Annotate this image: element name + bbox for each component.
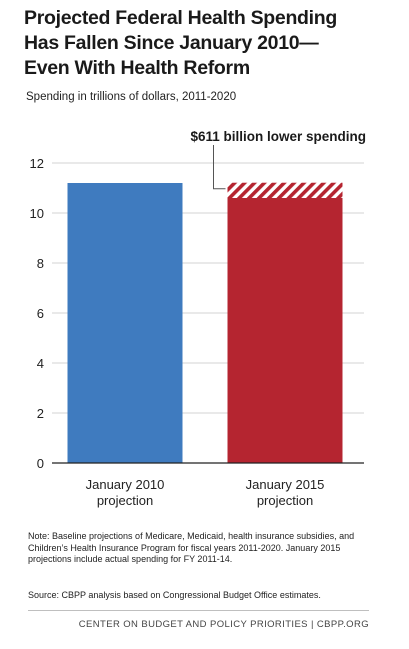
y-tick-label: 10 xyxy=(30,206,44,221)
bar xyxy=(227,198,343,463)
chart-source: Source: CBPP analysis based on Congressi… xyxy=(28,590,321,600)
title-line: Projected Federal Health Spending xyxy=(24,7,338,29)
y-tick-label: 4 xyxy=(37,356,44,371)
x-tick-label: projection xyxy=(257,493,313,508)
annotation: $611 billion lower spending xyxy=(190,129,366,190)
y-tick-label: 8 xyxy=(37,256,44,271)
x-tick-label: January 2010 xyxy=(86,477,165,492)
footer-credit: CENTER ON BUDGET AND POLICY PRIORITIES |… xyxy=(78,619,369,630)
chart-title: Projected Federal Health Spending Has Fa… xyxy=(24,6,394,81)
reduction-segment xyxy=(227,182,343,198)
x-tick-label: projection xyxy=(97,493,153,508)
bar xyxy=(67,183,183,463)
footer-divider xyxy=(28,610,369,611)
y-tick-label: 2 xyxy=(37,406,44,421)
chart-note: Note: Baseline projections of Medicare, … xyxy=(28,531,355,564)
y-tick-label: 0 xyxy=(37,456,44,471)
y-axis-tick-labels: 0 2 4 6 8 10 12 xyxy=(30,156,44,471)
annotation-leader-line xyxy=(213,145,226,190)
title-line: Even With Health Reform xyxy=(24,57,250,79)
annotation-label: $611 billion lower spending xyxy=(190,129,366,144)
title-line: Has Fallen Since January 2010— xyxy=(24,32,319,54)
y-tick-label: 6 xyxy=(37,306,44,321)
y-tick-label: 12 xyxy=(30,156,44,171)
bars xyxy=(67,182,343,463)
chart-subtitle: Spending in trillions of dollars, 2011-2… xyxy=(26,91,237,103)
x-tick-label: January 2015 xyxy=(246,477,325,492)
